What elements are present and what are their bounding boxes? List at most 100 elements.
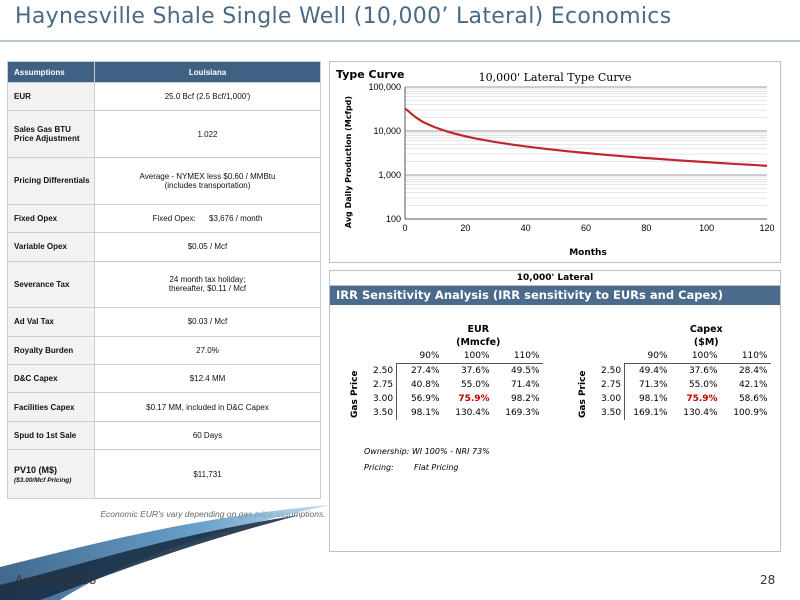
assumption-label: Sales Gas BTU Price Adjustment <box>7 110 95 159</box>
x-tick-label: 60 <box>581 223 591 233</box>
gas-price-cell: 3.00 <box>370 392 398 406</box>
irr-cell: 27.4% <box>410 366 440 376</box>
irr-cell: 58.6% <box>738 394 768 404</box>
assumption-row: PV10 (M$) ($3.00/Mcf Pricing) $11,731 <box>7 449 321 499</box>
irr-cell: 130.4% <box>455 408 490 418</box>
chart-title: 10,000' Lateral Type Curve <box>479 71 632 84</box>
assumption-label: Ad Val Tax <box>7 307 95 337</box>
y-axis-label: Avg Daily Production (Mcfpd) <box>344 96 353 228</box>
y-tick-label: 10,000 <box>373 126 401 136</box>
capex-gas-price-label: Gas Price <box>578 370 588 418</box>
assumption-label: Spud to 1st Sale <box>7 420 95 451</box>
type-curve-chart: Type Curve 10,000' Lateral Type Curve 10… <box>336 68 775 258</box>
irr-cell: 71.3% <box>638 380 668 390</box>
irr-cell: 40.8% <box>410 380 440 390</box>
assumption-value: 24 month tax holiday; thereafter, $0.11 /… <box>94 260 321 309</box>
assumption-value: 60 Days <box>94 420 321 451</box>
assumption-value: Average - NYMEX less $0.60 / MMBtu (inclu… <box>94 157 321 205</box>
pv10-label: PV10 (M$) <box>14 464 58 475</box>
eur-unit: (Mmcfe) <box>456 337 501 348</box>
assumption-row: Variable Opex $0.05 / Mcf <box>7 232 321 262</box>
capex-row: 3.50 169.1% 130.4% 100.9% <box>598 406 771 420</box>
assumption-label: Facilities Capex <box>7 392 95 422</box>
irr-cell: 55.0% <box>460 380 490 390</box>
assumption-label: Fixed Opex <box>7 203 95 234</box>
ownership-note: Ownership: WI 100% - NRI 73% <box>364 447 490 456</box>
irr-cell: 98.2% <box>510 394 540 404</box>
capex-row: 3.00 98.1% 75.9% 58.6% <box>598 392 771 406</box>
x-tick-label: 20 <box>460 223 470 233</box>
assumptions-header-row: Assumptions Louisiana <box>7 61 321 83</box>
assumption-row: Sales Gas BTU Price Adjustment 1.022 <box>7 110 321 159</box>
irr-cell: 37.6% <box>460 366 490 376</box>
irr-notes: Ownership: WI 100% - NRI 73% Pricing: Fla… <box>364 444 490 476</box>
capex-table: 90% 100% 110% 2.50 49.4% 37.6% 28.4% 2.7… <box>598 349 771 420</box>
gas-price-cell: 3.50 <box>370 406 398 420</box>
assumption-value: $0.05 / Mcf <box>94 232 321 262</box>
irr-cell: 130.4% <box>683 408 718 418</box>
irr-cell: 28.4% <box>738 366 768 376</box>
assumption-label: PV10 (M$) ($3.00/Mcf Pricing) <box>7 449 95 499</box>
irr-cell-base-case: 75.9% <box>458 394 490 404</box>
irr-cell: 100.9% <box>733 408 768 418</box>
capex-unit: ($M) <box>693 337 719 348</box>
pricing-note-value: Flat Pricing <box>414 463 459 472</box>
pricing-note-label: Pricing: <box>364 463 394 472</box>
assumption-row: D&C Capex $12.4 MM <box>7 364 321 394</box>
assumption-value: $12.4 MM <box>94 364 321 394</box>
eur-header: EUR <box>467 324 490 335</box>
irr-cell: 37.6% <box>688 366 718 376</box>
gas-price-cell: 2.75 <box>370 378 398 392</box>
assumption-row: Fixed Opex Fixed Opex: $3,676 / month <box>7 203 321 234</box>
capex-row: 2.75 71.3% 55.0% 42.1% <box>598 378 771 392</box>
capex-col-header: 110% <box>720 349 771 364</box>
y-tick-label: 100,000 <box>368 82 401 92</box>
assumption-value-line2: (includes transportation) <box>164 180 251 190</box>
assumption-row: Facilities Capex $0.17 MM, included in D… <box>7 392 321 422</box>
assumptions-header: Assumptions <box>7 61 95 83</box>
irr-cell: 169.1% <box>633 408 668 418</box>
eur-col-header-row: 90% 100% 110% <box>370 349 543 364</box>
pricing-note: Pricing: Flat Pricing <box>364 460 490 476</box>
assumption-row: Severance Tax 24 month tax holiday; there… <box>7 260 321 309</box>
x-tick-label: 0 <box>402 223 407 233</box>
pv10-sublabel: ($3.00/Mcf Pricing) <box>14 476 72 484</box>
irr-panel: 10,000' Lateral IRR Sensitivity Analysis… <box>329 270 781 552</box>
assumption-value: 25.0 Bcf (2.5 Bcf/1,000') <box>94 81 321 112</box>
eur-gas-price-label: Gas Price <box>350 370 360 418</box>
assumption-value-line2: thereafter, $0.11 / Mcf <box>168 284 247 294</box>
x-axis-label: Months <box>569 248 607 258</box>
eur-row: 2.50 27.4% 37.6% 49.5% <box>370 363 543 378</box>
x-tick-label: 40 <box>521 223 531 233</box>
eur-table: 90% 100% 110% 2.50 27.4% 37.6% 49.5% 2.7… <box>370 349 543 420</box>
page-number: 28 <box>760 573 776 587</box>
y-tick-label: 1,000 <box>378 170 401 180</box>
assumption-row: EUR 25.0 Bcf (2.5 Bcf/1,000') <box>7 81 321 112</box>
irr-cell: 98.1% <box>410 408 440 418</box>
x-tick-label: 120 <box>759 223 774 233</box>
chart-corner-label: Type Curve <box>336 68 405 81</box>
irr-cell: 71.4% <box>510 380 540 390</box>
assumption-value: 1.022 <box>94 110 321 159</box>
assumption-row: Pricing Differentials Average - NYMEX le… <box>7 157 321 205</box>
assumption-row: Royalty Burden 27.0% <box>7 335 321 366</box>
irr-cell: 42.1% <box>738 380 768 390</box>
assumptions-table: Assumptions Louisiana EUR 25.0 Bcf (2.5 … <box>7 61 321 499</box>
page-title: Haynesville Shale Single Well (10,000’ L… <box>15 4 672 29</box>
irr-cell-base-case: 75.9% <box>686 394 718 404</box>
assumption-value: Fixed Opex: $3,676 / month <box>94 203 321 234</box>
assumption-label: Royalty Burden <box>7 335 95 366</box>
x-tick-label: 100 <box>699 223 714 233</box>
assumption-value-line1: Average - NYMEX less $0.60 / MMBtu <box>139 171 276 181</box>
capex-col-header: 100% <box>670 349 721 364</box>
title-divider <box>0 40 800 42</box>
irr-cell: 169.3% <box>505 408 540 418</box>
eur-row: 3.50 98.1% 130.4% 169.3% <box>370 406 543 420</box>
irr-cell: 98.1% <box>638 394 668 404</box>
irr-cell: 49.4% <box>638 366 668 376</box>
eur-row: 2.75 40.8% 55.0% 71.4% <box>370 378 543 392</box>
eur-row: 3.00 56.9% 75.9% 98.2% <box>370 392 543 406</box>
assumption-label: D&C Capex <box>7 364 95 394</box>
gas-price-cell: 2.50 <box>370 363 398 378</box>
capex-col-header: 90% <box>624 349 671 364</box>
